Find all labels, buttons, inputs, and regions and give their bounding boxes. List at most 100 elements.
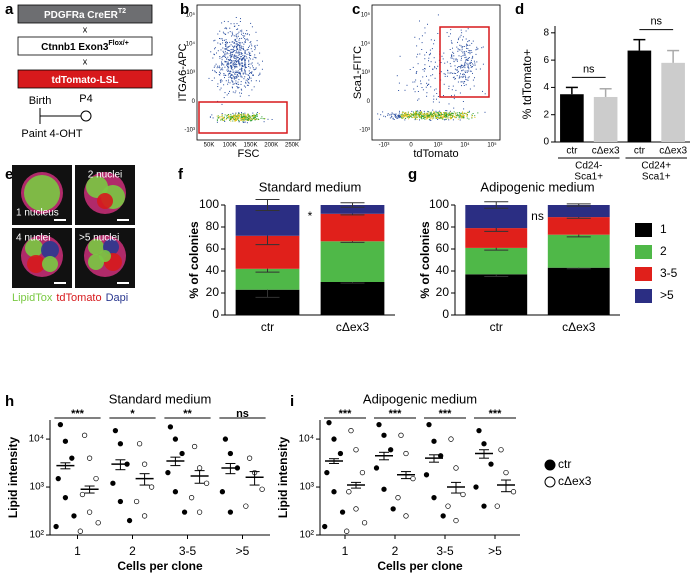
flow-event bbox=[395, 113, 397, 115]
bar bbox=[593, 96, 618, 142]
flow-event bbox=[229, 41, 231, 43]
flow-event bbox=[239, 47, 241, 49]
flow-event bbox=[464, 63, 466, 65]
flow-event bbox=[453, 72, 455, 74]
flow-event bbox=[419, 114, 420, 116]
flow-event bbox=[238, 52, 240, 54]
flow-event bbox=[239, 38, 241, 39]
flow-event bbox=[452, 77, 454, 79]
x-tick-label: 2 bbox=[392, 544, 399, 558]
flow-event bbox=[425, 86, 427, 88]
flow-event bbox=[472, 66, 473, 68]
flow-event bbox=[235, 63, 237, 65]
flow-event bbox=[415, 113, 417, 115]
flow-event bbox=[444, 114, 445, 116]
x-tick-label: cΔex3 bbox=[592, 146, 620, 157]
flow-event bbox=[396, 116, 398, 118]
p4-label: P4 bbox=[79, 93, 92, 105]
x-tick-label: ctr bbox=[261, 320, 274, 334]
flow-event bbox=[217, 115, 219, 117]
flow-event bbox=[251, 45, 253, 47]
flow-event bbox=[420, 116, 422, 117]
flow-event bbox=[399, 55, 401, 57]
flow-event bbox=[415, 72, 417, 74]
y-axis-label: % of colonies bbox=[418, 221, 432, 299]
flow-event bbox=[225, 44, 227, 46]
flow-event bbox=[228, 49, 229, 51]
data-point bbox=[259, 486, 265, 492]
flow-event bbox=[237, 81, 239, 83]
flow-event bbox=[223, 97, 225, 99]
data-point bbox=[196, 465, 203, 471]
flow-event bbox=[244, 53, 246, 55]
flow-event bbox=[239, 71, 241, 73]
flow-event bbox=[231, 48, 233, 50]
flow-event bbox=[460, 81, 462, 83]
flow-y-label: ITGA6-APC bbox=[177, 43, 189, 101]
data-point bbox=[503, 469, 509, 476]
flow-event bbox=[245, 86, 246, 88]
y-tick-label: 80 bbox=[206, 219, 220, 233]
flow-event bbox=[262, 60, 263, 62]
flow-event bbox=[243, 114, 245, 116]
flow-event bbox=[428, 118, 430, 120]
flow-event bbox=[429, 49, 431, 51]
flow-event bbox=[465, 56, 467, 58]
flow-event bbox=[252, 118, 254, 120]
flow-event bbox=[239, 48, 241, 50]
flow-event bbox=[246, 84, 248, 86]
flow-event bbox=[232, 87, 233, 89]
flow-event bbox=[402, 116, 404, 118]
flow-event bbox=[235, 72, 237, 73]
flow-event bbox=[256, 113, 258, 115]
flow-event bbox=[227, 42, 228, 43]
flow-event bbox=[458, 112, 460, 113]
flow-event bbox=[237, 60, 239, 62]
flow-event bbox=[414, 117, 416, 119]
flow-event bbox=[471, 51, 473, 53]
flow-x-tick-label: -10³ bbox=[379, 143, 390, 149]
flow-event bbox=[231, 54, 233, 56]
group-label: Cd24+ bbox=[641, 161, 671, 172]
flow-event bbox=[244, 56, 245, 58]
flow-event bbox=[220, 38, 222, 40]
flow-event bbox=[237, 74, 238, 76]
flow-event bbox=[235, 73, 237, 75]
flow-event bbox=[246, 57, 248, 59]
flow-event bbox=[467, 77, 469, 79]
flow-event bbox=[221, 38, 223, 40]
flow-event bbox=[432, 113, 433, 115]
flow-event bbox=[452, 119, 454, 121]
data-point bbox=[403, 513, 409, 519]
flow-event bbox=[464, 61, 466, 63]
data-point bbox=[57, 421, 64, 428]
flow-event bbox=[481, 47, 483, 49]
legend-swatch bbox=[635, 245, 652, 259]
flow-event bbox=[463, 46, 465, 47]
flow-event bbox=[433, 111, 434, 113]
flow-event bbox=[211, 114, 213, 116]
flow-event bbox=[233, 46, 235, 48]
flow-event bbox=[388, 114, 390, 116]
flow-event bbox=[249, 34, 250, 36]
flow-event bbox=[459, 116, 461, 118]
flow-event bbox=[455, 59, 457, 61]
flow-event bbox=[413, 115, 415, 117]
flow-event bbox=[448, 119, 450, 121]
data-point bbox=[227, 509, 234, 515]
flow-event bbox=[446, 114, 448, 116]
flow-event bbox=[429, 116, 431, 118]
flow-event bbox=[216, 121, 218, 123]
flow-event bbox=[437, 114, 439, 116]
flow-event bbox=[435, 116, 437, 118]
flow-event bbox=[401, 115, 403, 117]
flow-event bbox=[428, 57, 430, 59]
flow-event bbox=[444, 119, 446, 121]
flow-y-tick-label: 10³ bbox=[186, 70, 195, 76]
flow-event bbox=[255, 118, 257, 120]
flow-event bbox=[234, 115, 236, 117]
flow-event bbox=[246, 122, 248, 124]
stain-label: tdTomato bbox=[56, 292, 101, 304]
flow-event bbox=[452, 116, 453, 118]
flow-event bbox=[426, 116, 428, 118]
